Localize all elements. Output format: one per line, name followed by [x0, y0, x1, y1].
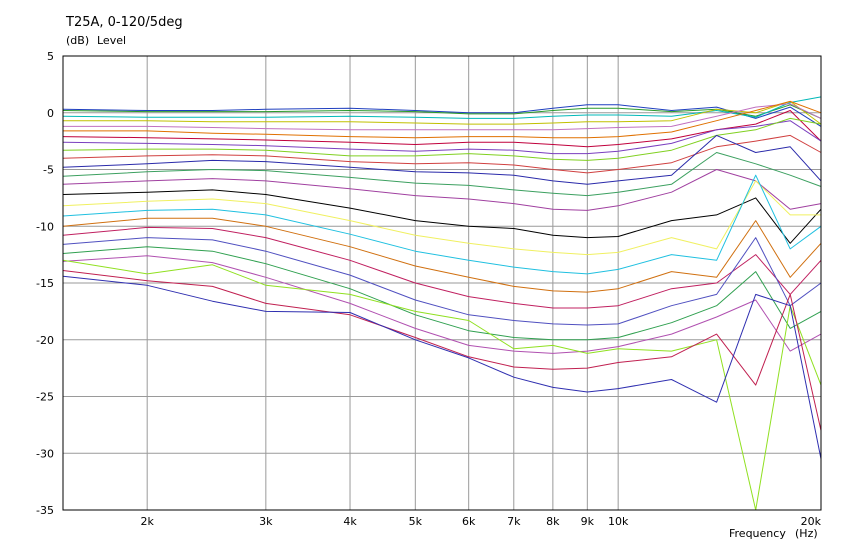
y-tick-label-8: -35	[36, 504, 54, 517]
series-line-2	[62, 96, 822, 119]
y-tick-label-2: -5	[43, 164, 54, 177]
x-tick-label-1: 3k	[259, 515, 273, 528]
y-tick-label-5: -20	[36, 334, 54, 347]
series-line-4	[63, 103, 822, 131]
series-line-23	[62, 275, 822, 459]
x-tick-label-2: 4k	[343, 515, 357, 528]
series-line-22	[62, 270, 822, 431]
series-line-7	[62, 120, 822, 155]
y-tick-label-1: 0	[47, 107, 54, 120]
plot-border	[62, 55, 822, 511]
series-line-15	[62, 174, 822, 275]
y-tick-label-4: -15	[36, 277, 54, 290]
x-tick-label-7: 9k	[581, 515, 595, 528]
y-tick-label-6: -25	[36, 391, 54, 404]
series-line-16	[62, 217, 822, 293]
series-line-1	[62, 104, 822, 119]
y-tick-labels: 5 0 -5 -10 -15 -20 -25 -30 -35	[36, 50, 54, 517]
chart-title: T25A, 0-120/5deg	[65, 15, 183, 30]
series-line-19	[62, 246, 822, 341]
x-tick-label-0: 2k	[140, 515, 154, 528]
y-tick-label-3: -10	[36, 220, 54, 233]
series-line-21	[62, 259, 822, 511]
y-tick-label-0: 5	[47, 50, 54, 63]
x-axis-label: Frequency	[729, 527, 786, 540]
x-axis-unit: (Hz)	[795, 527, 818, 540]
series-line-12	[62, 169, 822, 211]
series-line-20	[62, 255, 822, 354]
series-line-10	[62, 134, 822, 185]
x-tick-label-9: 20k	[801, 515, 822, 528]
x-tick-label-6: 8k	[546, 515, 560, 528]
series-line-3	[63, 100, 822, 125]
x-tick-labels: 2k 3k 4k 5k 6k 7k 8k 9k 10k 20k	[140, 515, 821, 528]
series-line-17	[62, 226, 822, 309]
series-line-8	[62, 117, 822, 161]
x-tick-label-5: 7k	[507, 515, 521, 528]
series-line-14	[62, 180, 821, 256]
series-line-6	[62, 110, 822, 148]
y-tick-label-7: -30	[36, 447, 54, 460]
x-tick-label-3: 5k	[409, 515, 423, 528]
series-line-9	[62, 134, 822, 174]
series-line-11	[62, 152, 822, 197]
y-axis-label: Level	[97, 34, 126, 47]
series-line-13	[62, 189, 822, 244]
series-line-18	[62, 237, 822, 326]
x-tick-label-4: 6k	[462, 515, 476, 528]
series-group	[62, 96, 822, 511]
y-axis-unit: (dB)	[66, 34, 89, 47]
series-line-5	[63, 100, 822, 139]
x-tick-label-8: 10k	[608, 515, 629, 528]
